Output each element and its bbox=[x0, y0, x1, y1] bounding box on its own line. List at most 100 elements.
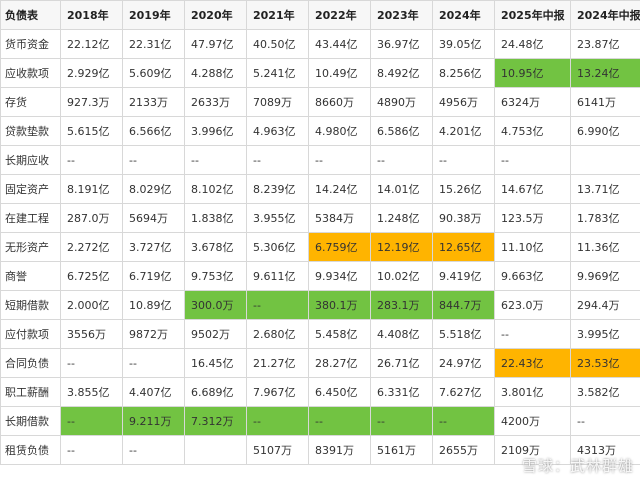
row-label: 商誉 bbox=[0, 261, 61, 291]
watermark: 雪球：武林群雄 bbox=[521, 457, 634, 475]
table-cell: -- bbox=[246, 406, 309, 436]
table-cell: 380.1万 bbox=[308, 290, 371, 320]
table-cell: 4956万 bbox=[432, 87, 495, 117]
table-cell: 5694万 bbox=[122, 203, 185, 233]
table-cell bbox=[184, 435, 247, 465]
table-cell: 4890万 bbox=[370, 87, 433, 117]
table-cell: 40.50亿 bbox=[246, 29, 309, 59]
table-cell: 283.1万 bbox=[370, 290, 433, 320]
table-cell: 9.934亿 bbox=[308, 261, 371, 291]
table-cell: 7089万 bbox=[246, 87, 309, 117]
table-cell: 5.518亿 bbox=[432, 319, 495, 349]
table-cell: 6.759亿 bbox=[308, 232, 371, 262]
table-cell: 2.680亿 bbox=[246, 319, 309, 349]
table-cell: 5.241亿 bbox=[246, 58, 309, 88]
row-label: 在建工程 bbox=[0, 203, 61, 233]
table-cell: 13.24亿 bbox=[570, 58, 640, 88]
table-cell: 3556万 bbox=[60, 319, 123, 349]
table-cell: -- bbox=[246, 145, 309, 175]
table-cell: 16.45亿 bbox=[184, 348, 247, 378]
table-cell: 6324万 bbox=[494, 87, 571, 117]
table-cell: 9.611亿 bbox=[246, 261, 309, 291]
table-row: 商誉 6.725亿 6.719亿 9.753亿 9.611亿 9.934亿 10.02亿 9.… bbox=[0, 261, 640, 291]
table-cell: 22.31亿 bbox=[122, 29, 185, 59]
table-cell: 43.44亿 bbox=[308, 29, 371, 59]
table-cell: 3.678亿 bbox=[184, 232, 247, 262]
column-header: 2021年 bbox=[246, 0, 309, 30]
row-label: 租赁负债 bbox=[0, 435, 61, 465]
table-cell: 6.450亿 bbox=[308, 377, 371, 407]
table-cell: 9.663亿 bbox=[494, 261, 571, 291]
table-cell: 3.855亿 bbox=[60, 377, 123, 407]
table-cell: 21.27亿 bbox=[246, 348, 309, 378]
table-cell: 4.753亿 bbox=[494, 116, 571, 146]
column-header: 2024年中报 bbox=[570, 0, 640, 30]
table-cell: 4.201亿 bbox=[432, 116, 495, 146]
table-cell: 9.753亿 bbox=[184, 261, 247, 291]
table-cell: 22.12亿 bbox=[60, 29, 123, 59]
table-cell: -- bbox=[60, 145, 123, 175]
table-row: 应收款项 2.929亿 5.609亿 4.288亿 5.241亿 10.49亿 8.492亿… bbox=[0, 58, 640, 88]
table-row: 货币资金 22.12亿 22.31亿 47.97亿 40.50亿 43.44亿 36.97亿… bbox=[0, 29, 640, 59]
table-body: 货币资金 22.12亿 22.31亿 47.97亿 40.50亿 43.44亿 36.97亿… bbox=[0, 29, 640, 465]
table-cell: 5.609亿 bbox=[122, 58, 185, 88]
row-label: 长期应收 bbox=[0, 145, 61, 175]
table-cell: 8.191亿 bbox=[60, 174, 123, 204]
table-cell: 5.306亿 bbox=[246, 232, 309, 262]
table-cell: 3.801亿 bbox=[494, 377, 571, 407]
column-header: 2022年 bbox=[308, 0, 371, 30]
table-cell: 6.331亿 bbox=[370, 377, 433, 407]
table-cell: 7.312万 bbox=[184, 406, 247, 436]
table-cell: -- bbox=[432, 145, 495, 175]
table-cell: 10.89亿 bbox=[122, 290, 185, 320]
table-cell: 6.719亿 bbox=[122, 261, 185, 291]
table-cell: -- bbox=[494, 145, 571, 175]
table-cell: 294.4万 bbox=[570, 290, 640, 320]
table-cell: 3.955亿 bbox=[246, 203, 309, 233]
table-cell: 7.967亿 bbox=[246, 377, 309, 407]
table-cell: 3.582亿 bbox=[570, 377, 640, 407]
table-cell: 14.24亿 bbox=[308, 174, 371, 204]
table-cell: 9502万 bbox=[184, 319, 247, 349]
table-cell: 39.05亿 bbox=[432, 29, 495, 59]
table-cell: 2655万 bbox=[432, 435, 495, 465]
table-cell: 10.49亿 bbox=[308, 58, 371, 88]
table-row: 长期应收 -- -- -- -- -- -- -- -- bbox=[0, 145, 640, 175]
table-cell: 927.3万 bbox=[60, 87, 123, 117]
table-cell: -- bbox=[370, 145, 433, 175]
table-row: 合同负债 -- -- 16.45亿 21.27亿 28.27亿 26.71亿 24.97亿 22… bbox=[0, 348, 640, 378]
table-cell: -- bbox=[246, 290, 309, 320]
row-label: 贷款垫款 bbox=[0, 116, 61, 146]
table-cell: 4200万 bbox=[494, 406, 571, 436]
table-cell: 844.7万 bbox=[432, 290, 495, 320]
table-cell: 24.48亿 bbox=[494, 29, 571, 59]
table-cell bbox=[570, 145, 640, 175]
table-cell: -- bbox=[122, 145, 185, 175]
table-cell: 23.53亿 bbox=[570, 348, 640, 378]
table-cell: 9.969亿 bbox=[570, 261, 640, 291]
table-cell: 26.71亿 bbox=[370, 348, 433, 378]
table-cell: 12.19亿 bbox=[370, 232, 433, 262]
table-cell: 2.000亿 bbox=[60, 290, 123, 320]
table-cell: 22.43亿 bbox=[494, 348, 571, 378]
table-cell: -- bbox=[122, 348, 185, 378]
table-cell: 47.97亿 bbox=[184, 29, 247, 59]
table-cell: 6.566亿 bbox=[122, 116, 185, 146]
table-cell: 123.5万 bbox=[494, 203, 571, 233]
table-cell: -- bbox=[570, 406, 640, 436]
table-cell: 4.288亿 bbox=[184, 58, 247, 88]
table-cell: 10.95亿 bbox=[494, 58, 571, 88]
table-cell: -- bbox=[432, 406, 495, 436]
table-cell: -- bbox=[184, 145, 247, 175]
table-cell: 5.615亿 bbox=[60, 116, 123, 146]
table-cell: 5161万 bbox=[370, 435, 433, 465]
row-label: 职工薪酬 bbox=[0, 377, 61, 407]
table-cell: 10.02亿 bbox=[370, 261, 433, 291]
table-cell: 3.996亿 bbox=[184, 116, 247, 146]
table-cell: -- bbox=[60, 406, 123, 436]
table-cell: 1.248亿 bbox=[370, 203, 433, 233]
table-cell: 5.458亿 bbox=[308, 319, 371, 349]
table-cell: -- bbox=[370, 406, 433, 436]
row-label: 货币资金 bbox=[0, 29, 61, 59]
table-cell: 1.783亿 bbox=[570, 203, 640, 233]
